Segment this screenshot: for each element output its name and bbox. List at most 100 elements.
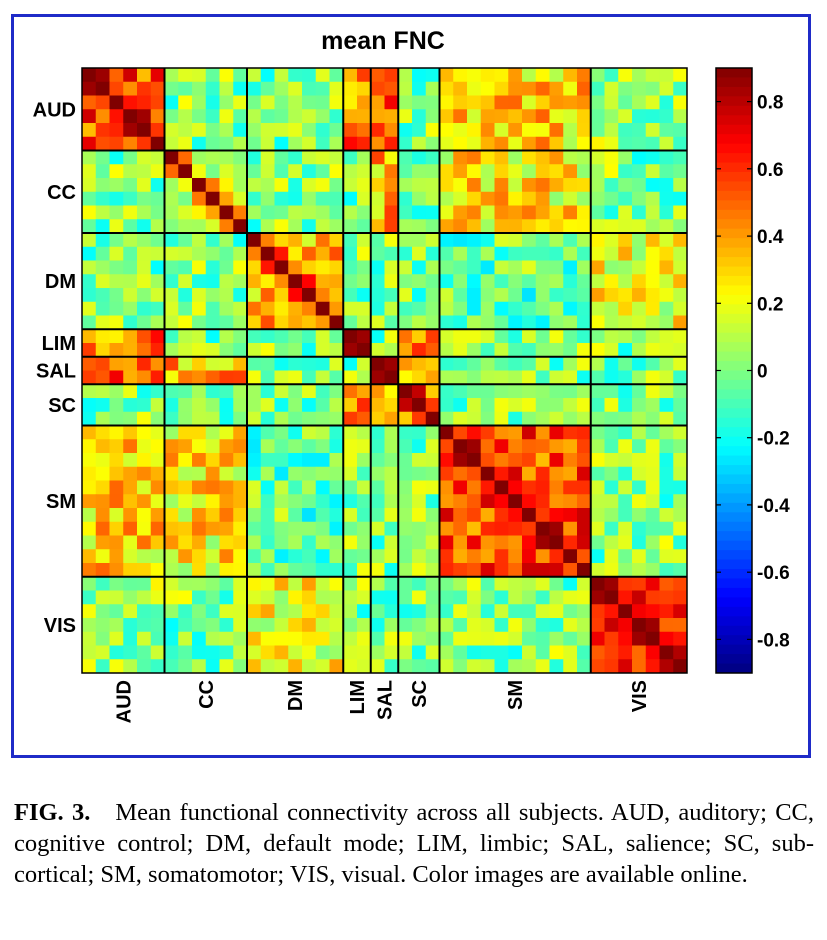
heatmap-cell (467, 150, 482, 165)
heatmap-cell (109, 494, 124, 509)
heatmap-cell (535, 329, 550, 344)
heatmap-cell (632, 136, 647, 151)
heatmap-cell (288, 563, 303, 578)
heatmap-cell (412, 219, 427, 234)
heatmap-cell (577, 274, 592, 289)
heatmap-cell (219, 508, 234, 523)
heatmap-cell (109, 301, 124, 316)
heatmap-cell (453, 81, 468, 96)
heatmap-cell (233, 260, 248, 275)
heatmap-cell (150, 164, 165, 179)
heatmap-cell (453, 246, 468, 261)
heatmap-cell (109, 150, 124, 165)
heatmap-cell (123, 590, 138, 605)
heatmap-cell (150, 439, 165, 454)
heatmap-cell (480, 384, 495, 399)
heatmap-cell (425, 535, 440, 550)
heatmap-cell (453, 549, 468, 564)
heatmap-cell (549, 205, 564, 220)
heatmap-cell (563, 411, 578, 426)
heatmap-cell (425, 480, 440, 495)
heatmap-cell (219, 109, 234, 124)
heatmap-cell (137, 219, 152, 234)
heatmap-cell (247, 178, 262, 193)
heatmap-cell (370, 576, 385, 591)
heatmap-cell (150, 178, 165, 193)
heatmap-cell (673, 535, 688, 550)
heatmap-cell (425, 191, 440, 206)
heatmap-cell (590, 260, 605, 275)
heatmap-cell (192, 150, 207, 165)
heatmap-cell (659, 246, 674, 261)
heatmap-cell (137, 535, 152, 550)
heatmap-cell (412, 398, 427, 413)
heatmap-cell (219, 480, 234, 495)
heatmap-cell (329, 150, 344, 165)
heatmap-cell (480, 521, 495, 536)
heatmap-cell (673, 439, 688, 454)
heatmap-cell (164, 604, 179, 619)
colorbar-swatch (716, 531, 752, 542)
heatmap-cell (150, 384, 165, 399)
heatmap-cell (508, 95, 523, 110)
heatmap-cell (425, 384, 440, 399)
heatmap-cell (260, 356, 275, 371)
heatmap-cell (480, 535, 495, 550)
heatmap-cell (247, 439, 262, 454)
heatmap-cell (632, 563, 647, 578)
heatmap-cell (632, 274, 647, 289)
heatmap-cell (384, 576, 399, 591)
heatmap-cell (109, 329, 124, 344)
heatmap-cell (604, 604, 619, 619)
heatmap-cell (384, 466, 399, 481)
heatmap-cell (82, 136, 97, 151)
heatmap-cell (95, 95, 110, 110)
heatmap-cell (150, 425, 165, 440)
heatmap-cell (288, 659, 303, 674)
heatmap-cell (398, 480, 413, 495)
heatmap-cell (480, 453, 495, 468)
heatmap-cell (82, 219, 97, 234)
heatmap-cell (302, 123, 317, 138)
heatmap-cell (618, 260, 633, 275)
heatmap-cell (412, 178, 427, 193)
heatmap-cell (137, 494, 152, 509)
heatmap-cell (425, 329, 440, 344)
heatmap-cell (480, 494, 495, 509)
heatmap-cell (137, 136, 152, 151)
heatmap-cell (343, 205, 358, 220)
heatmap-cell (109, 618, 124, 633)
heatmap-cell (192, 343, 207, 358)
heatmap-cell (109, 521, 124, 536)
heatmap-cell (95, 439, 110, 454)
colorbar-swatch (716, 228, 752, 239)
heatmap-cell (563, 398, 578, 413)
heatmap-cell (260, 205, 275, 220)
heatmap-cell (508, 219, 523, 234)
heatmap-cell (357, 425, 372, 440)
heatmap-cell (425, 370, 440, 385)
heatmap-cell (370, 453, 385, 468)
heatmap-cell (95, 370, 110, 385)
heatmap-cell (178, 109, 193, 124)
heatmap-cell (260, 466, 275, 481)
heatmap-cell (659, 81, 674, 96)
heatmap-cell (494, 508, 509, 523)
heatmap-cell (343, 563, 358, 578)
heatmap-cell (494, 233, 509, 248)
heatmap-cell (618, 68, 633, 83)
heatmap-cell (82, 645, 97, 660)
heatmap-cell (659, 343, 674, 358)
heatmap-cell (384, 191, 399, 206)
heatmap-cell (109, 68, 124, 83)
heatmap-cell (219, 150, 234, 165)
heatmap-cell (467, 370, 482, 385)
heatmap-cell (659, 631, 674, 646)
heatmap-cell (315, 631, 330, 646)
heatmap-cell (247, 494, 262, 509)
heatmap-cell (137, 631, 152, 646)
heatmap-cell (260, 645, 275, 660)
heatmap-cell (384, 246, 399, 261)
heatmap-cell (315, 233, 330, 248)
colorbar-tick-label: -0.4 (757, 496, 790, 517)
